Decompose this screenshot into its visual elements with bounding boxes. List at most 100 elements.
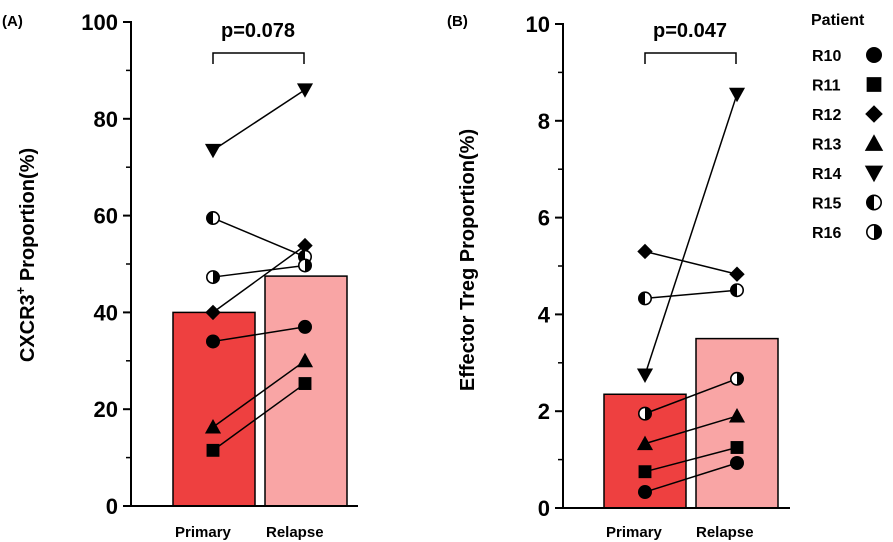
legend-entry-r13: R13 bbox=[812, 134, 884, 154]
panel-b-line-r15 bbox=[644, 289, 738, 300]
panel-a-y-tick-label: 0 bbox=[106, 494, 118, 519]
legend-marker-r10 bbox=[866, 47, 882, 63]
panel-a-letter: (A) bbox=[2, 13, 23, 30]
panel-b-point-r13-primary bbox=[636, 435, 654, 451]
panel-b-point-r15-primary bbox=[637, 291, 652, 306]
panel-b-p-value: p=0.047 bbox=[653, 20, 727, 42]
legend-entry-label: R12 bbox=[812, 107, 841, 124]
panel-b-point-r13-relapse bbox=[728, 407, 746, 423]
legend-entry-r15: R15 bbox=[812, 194, 882, 213]
legend-entry-r14: R14 bbox=[812, 165, 884, 183]
panel-a-axis: 0 20 40 60 80 100 bbox=[81, 10, 358, 519]
legend-items: R10 R11 R12 R13 R14 R15 R16 bbox=[812, 47, 884, 242]
panel-a-bar-relapse bbox=[264, 275, 348, 507]
panel-b-x-label-relapse: Relapse bbox=[696, 524, 754, 541]
legend: Patient R10 R11 R12 R13 R14 R15 R16 bbox=[811, 12, 884, 242]
legend-entry-label: R15 bbox=[812, 196, 841, 213]
legend-entry-r16: R16 bbox=[812, 224, 882, 242]
panel-b-y-tick-label: 8 bbox=[538, 109, 550, 134]
panel-a-point-r10-primary bbox=[206, 334, 220, 349]
panel-b-point-r10-relapse bbox=[730, 455, 744, 470]
panel-b-point-r11-relapse bbox=[730, 441, 744, 454]
legend-marker-r14 bbox=[864, 165, 884, 183]
legend-entry-r10: R10 bbox=[812, 47, 882, 65]
panel-a-y-axis-label: CXCR3+ Proportion(%) bbox=[13, 148, 39, 362]
panel-a-point-r11-primary bbox=[206, 443, 220, 457]
panel-a-points bbox=[204, 83, 314, 457]
panel-b-point-r11-primary bbox=[638, 465, 652, 479]
panel-b-point-r16-primary bbox=[637, 406, 652, 421]
legend-entry-label: R14 bbox=[812, 166, 841, 183]
panel-b-x-label-primary: Primary bbox=[606, 524, 663, 541]
panel-a-x-label-relapse: Relapse bbox=[266, 524, 324, 541]
panel-a-point-r12-relapse bbox=[297, 237, 313, 254]
panel-a-line-r14 bbox=[212, 89, 306, 151]
panel-a-point-r15-primary bbox=[206, 211, 221, 226]
panel-a-point-r13-primary bbox=[204, 419, 222, 434]
legend-marker-r12 bbox=[865, 105, 883, 123]
panel-a-y-tick-label: 60 bbox=[94, 204, 118, 229]
legend-entry-label: R13 bbox=[812, 137, 841, 154]
panel-b-y-tick-label: 4 bbox=[538, 302, 551, 327]
panel-a-point-r16-relapse bbox=[297, 258, 312, 273]
panel-b-line-r12 bbox=[644, 250, 738, 275]
legend-marker-r11 bbox=[866, 77, 882, 92]
panel-a-lines bbox=[212, 89, 306, 451]
panel-a-line-r15 bbox=[212, 217, 306, 258]
panel-b-axis: 0 2 4 6 8 10 bbox=[526, 12, 790, 521]
panel-a-point-r14-relapse bbox=[296, 83, 314, 98]
panel-b-bars bbox=[603, 337, 779, 509]
panel-a-p-value: p=0.078 bbox=[221, 20, 295, 42]
panel-a-y-tick-label: 80 bbox=[94, 107, 118, 132]
legend-marker-r16 bbox=[865, 224, 882, 241]
panel-a-line-r12 bbox=[212, 245, 306, 314]
panel-b-point-r14-relapse bbox=[728, 87, 746, 103]
legend-marker-r15 bbox=[865, 194, 882, 211]
panel-a-line-r11 bbox=[212, 382, 306, 451]
panel-b-line-r14 bbox=[644, 93, 738, 376]
panel-a-point-r14-primary bbox=[204, 143, 222, 159]
panel-b-y-tick-label: 2 bbox=[538, 399, 550, 424]
panel-b-y-tick-label: 6 bbox=[538, 206, 550, 231]
legend-entry-r11: R11 bbox=[812, 77, 882, 95]
panel-b-y-axis-label: Effector Treg Proportion(%) bbox=[457, 129, 479, 391]
panel-a-y-tick-label: 100 bbox=[81, 10, 118, 35]
legend-marker-r13 bbox=[864, 134, 884, 151]
panel-b-point-r15-relapse bbox=[729, 283, 744, 298]
panel-b-point-r12-relapse bbox=[729, 266, 745, 282]
panel-b-point-r16-relapse bbox=[729, 371, 744, 386]
panel-b-bar-relapse bbox=[695, 337, 779, 509]
panel-a-x-label-primary: Primary bbox=[175, 524, 232, 541]
panel-a-point-r16-primary bbox=[206, 270, 221, 285]
panel-b-line-r13 bbox=[644, 415, 738, 445]
panel-a-point-r10-relapse bbox=[298, 319, 312, 334]
legend-entry-r12: R12 bbox=[812, 105, 883, 124]
panel-a-y-tick-label: 20 bbox=[94, 397, 118, 422]
panel-a-bars bbox=[172, 275, 348, 507]
panel-a-significance-bracket bbox=[212, 52, 305, 64]
panel-a: (A) 0 20 40 60 80 100 CXCR3+ Proportion(%) p=… bbox=[2, 10, 358, 541]
panel-b-point-r12-primary bbox=[637, 243, 653, 260]
panel-b-points bbox=[636, 87, 746, 500]
panel-b-y-tick-label: 0 bbox=[538, 496, 550, 521]
panel-b-point-r14-primary bbox=[636, 368, 654, 383]
panel-b-y-tick-label: 10 bbox=[526, 12, 550, 37]
panel-b-significance-bracket bbox=[644, 52, 737, 64]
panel-b-lines bbox=[644, 93, 738, 493]
panel-a-point-r13-relapse bbox=[296, 352, 314, 368]
panel-b-letter: (B) bbox=[447, 13, 468, 30]
panel-a-point-r12-primary bbox=[205, 304, 221, 321]
panel-a-line-r16 bbox=[212, 264, 306, 278]
panel-a-line-r10 bbox=[212, 326, 306, 343]
panel-a-line-r13 bbox=[212, 360, 306, 428]
legend-entry-label: R11 bbox=[812, 78, 841, 95]
legend-entry-label: R16 bbox=[812, 225, 841, 242]
legend-entry-label: R10 bbox=[812, 48, 841, 65]
panel-b-line-r16 bbox=[644, 378, 738, 415]
panel-b-line-r11 bbox=[644, 446, 738, 473]
panel-b-point-r10-primary bbox=[638, 485, 652, 500]
panel-a-point-r11-relapse bbox=[298, 377, 312, 390]
panel-a-y-tick-label: 40 bbox=[94, 300, 118, 325]
